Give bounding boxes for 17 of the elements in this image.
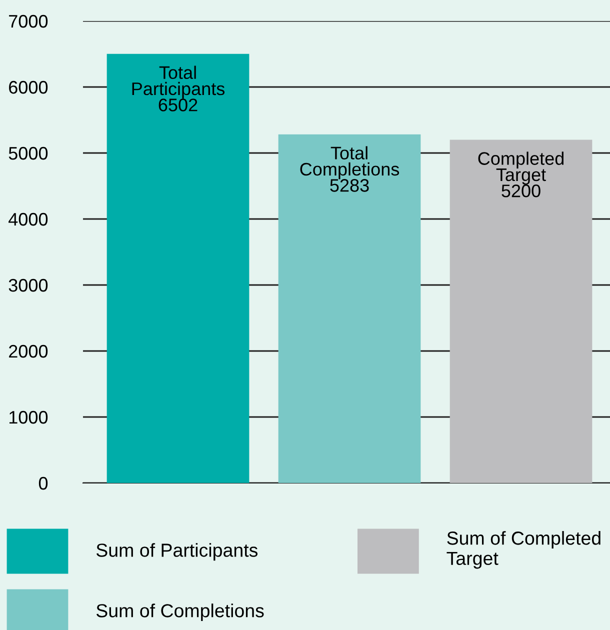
- data-label: Completed Target 5200: [478, 152, 564, 198]
- data-label: Total Participants 6502: [132, 66, 225, 112]
- legend-label: Sum of Completed Target: [446, 531, 600, 569]
- bar: [106, 54, 250, 483]
- legend-label: Sum of Completions: [96, 604, 264, 622]
- bar: [450, 140, 592, 483]
- y-tick-label: 6000: [9, 80, 48, 94]
- y-tick-label: 4000: [8, 212, 48, 226]
- data-label: Total Completions 5283: [300, 146, 400, 192]
- y-tick-label: 3000: [8, 278, 48, 292]
- y-tick-label: 2000: [9, 344, 48, 358]
- legend-label: Sum of Participants: [96, 543, 258, 561]
- bar: [278, 134, 421, 483]
- y-tick-label: 7000: [9, 14, 48, 28]
- y-tick-label: 0: [38, 476, 48, 490]
- y-tick-label: 1000: [9, 410, 48, 424]
- y-tick-label: 5000: [8, 146, 48, 160]
